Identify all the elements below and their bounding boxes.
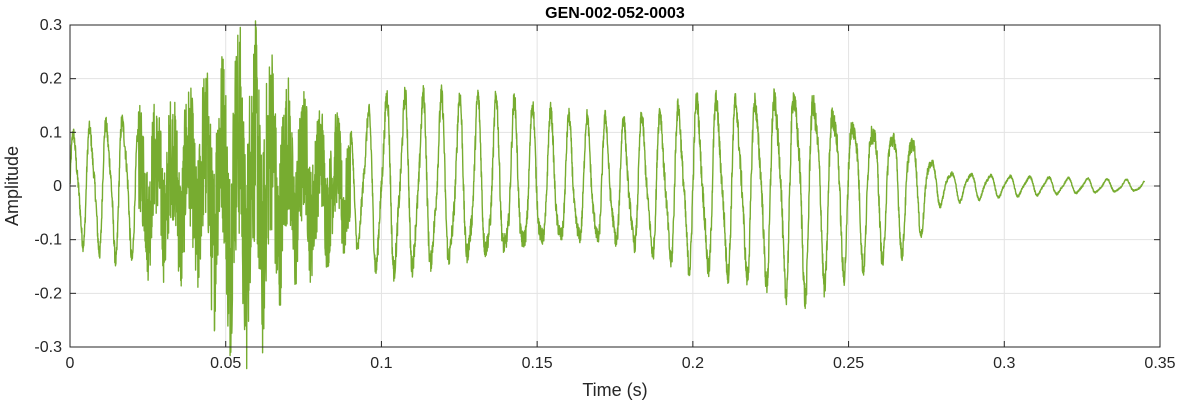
x-tick-label: 0.15 — [522, 355, 553, 372]
y-tick-label: 0.1 — [40, 124, 62, 141]
y-tick-label: -0.1 — [34, 232, 62, 249]
chart-title: GEN-002-052-0003 — [545, 5, 685, 22]
x-axis-label: Time (s) — [582, 380, 647, 400]
y-tick-label: -0.2 — [34, 285, 62, 302]
amplitude-waveform — [69, 20, 1146, 370]
x-tick-label: 0.2 — [682, 355, 704, 372]
x-tick-label: 0.35 — [1144, 355, 1175, 372]
x-tick-label: 0.05 — [210, 355, 241, 372]
x-tick-label: 0.3 — [993, 355, 1015, 372]
y-tick-label: 0 — [53, 178, 62, 195]
x-tick-label: 0.1 — [370, 355, 392, 372]
x-tick-label: 0 — [66, 355, 75, 372]
y-tick-label: -0.3 — [34, 339, 62, 356]
y-tick-label: 0.3 — [40, 17, 62, 34]
axis-ticks: 0 0.05 0.1 0.15 0.2 0.25 0.3 0.35 -0.3 -0.2 -0.1 0 0… — [34, 17, 1175, 372]
y-tick-label: 0.2 — [40, 71, 62, 88]
y-axis-label: Amplitude — [2, 146, 22, 226]
x-tick-label: 0.25 — [833, 355, 864, 372]
